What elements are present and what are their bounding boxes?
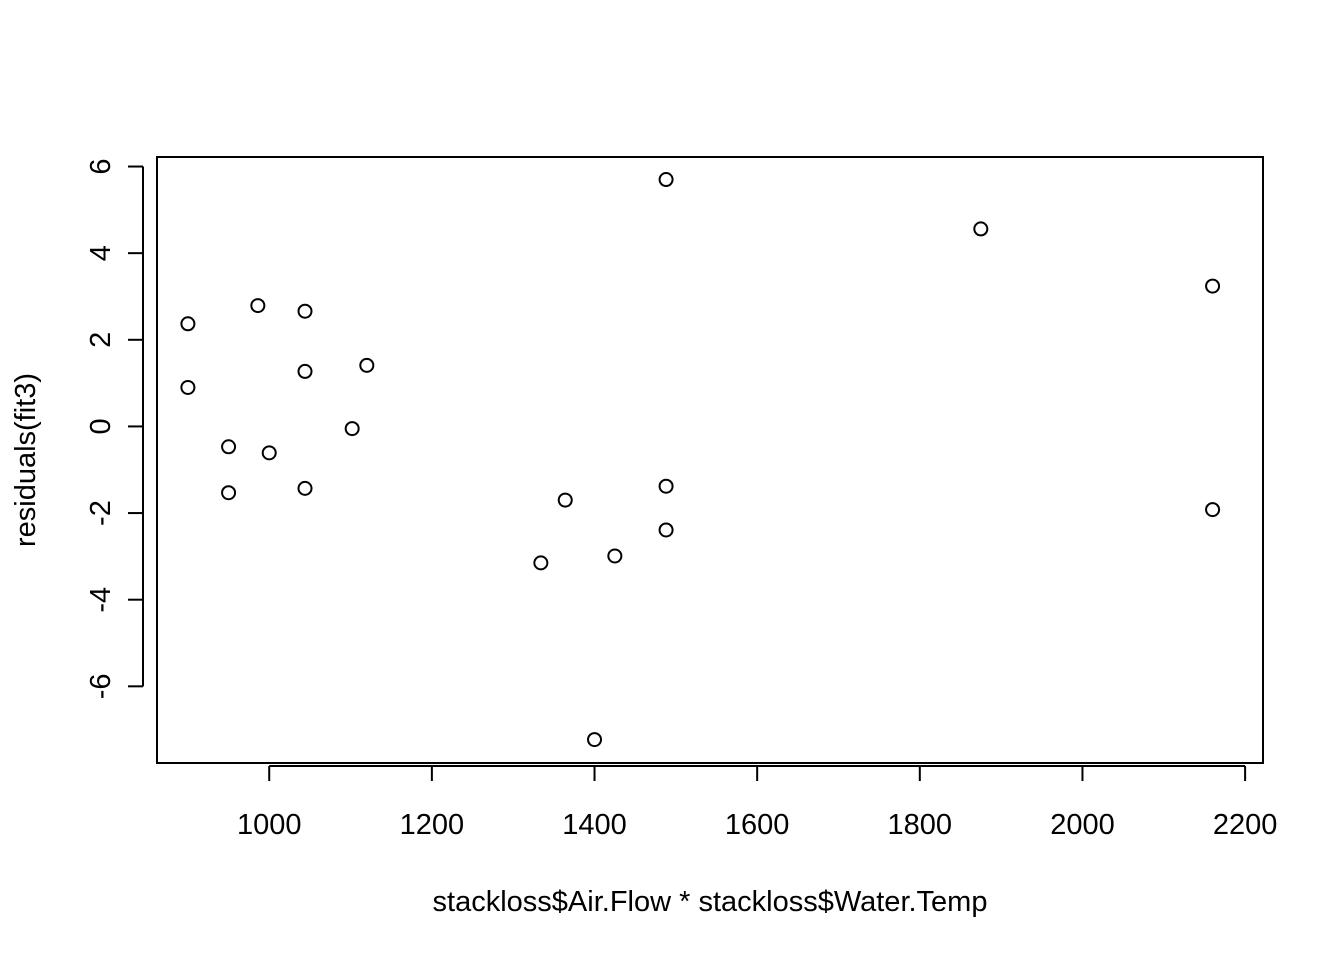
data-point (221, 439, 237, 455)
data-point (221, 485, 237, 501)
data-point (1205, 278, 1221, 294)
y-tick-label: 6 (85, 158, 117, 174)
data-point (297, 303, 313, 319)
data-point (180, 379, 196, 395)
data-points (180, 172, 1221, 748)
y-tick-label: -6 (85, 673, 117, 699)
data-point (180, 316, 196, 332)
data-point (261, 445, 277, 461)
x-tick-label: 2000 (1050, 809, 1115, 841)
x-axis: 1000 1200 1400 1600 1800 2000 2200 (237, 765, 1278, 841)
data-point (297, 480, 313, 496)
y-tick-label: -2 (85, 500, 117, 526)
y-tick-label: -4 (85, 587, 117, 613)
x-tick-label: 1200 (400, 809, 465, 841)
data-point (297, 363, 313, 379)
y-axis-label: residuals(fit3) (10, 373, 42, 547)
x-tick-label: 1600 (725, 809, 790, 841)
data-point (250, 298, 266, 314)
y-tick-label: 4 (85, 245, 117, 261)
x-tick-label: 1800 (888, 809, 953, 841)
y-tick-label: 0 (85, 418, 117, 434)
data-point (359, 357, 375, 373)
x-tick-label: 1400 (562, 809, 627, 841)
data-point (973, 221, 989, 237)
data-point (658, 478, 674, 494)
data-point (607, 548, 623, 564)
y-tick-label: 2 (85, 332, 117, 348)
data-point (658, 172, 674, 188)
data-point (587, 732, 603, 748)
data-point (1205, 502, 1221, 518)
data-point (344, 421, 360, 437)
x-tick-label: 2200 (1213, 809, 1278, 841)
y-axis: -6 -4 -2 0 2 4 6 (85, 158, 144, 699)
data-point (533, 555, 549, 571)
x-axis-label: stackloss$Air.Flow * stackloss$Water.Tem… (433, 886, 988, 918)
plot-frame (156, 156, 1264, 764)
data-point (658, 522, 674, 538)
x-tick-label: 1000 (237, 809, 302, 841)
data-point (557, 492, 573, 508)
